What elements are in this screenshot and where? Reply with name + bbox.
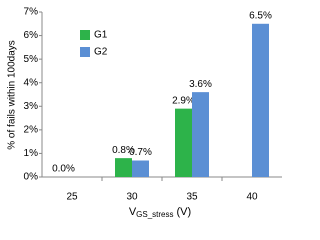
- x-axis-title-sub: GS_stress: [136, 210, 173, 219]
- y-tick-label: 0%: [24, 172, 39, 183]
- bar: [115, 158, 132, 177]
- y-tick-label: 6%: [24, 30, 39, 41]
- chart: % of fails within 100days VGS_stress (V) …: [7, 7, 282, 219]
- x-tick-label: 25: [66, 192, 78, 203]
- value-label: 0.7%: [129, 147, 152, 158]
- bar: [175, 108, 192, 177]
- bar: [132, 160, 149, 177]
- bar: [252, 23, 269, 177]
- value-label: 6.5%: [249, 10, 272, 21]
- x-tick-label: 30: [126, 192, 138, 203]
- legend-label: G2: [94, 47, 108, 58]
- bar: [192, 92, 209, 177]
- legend-swatch: [80, 47, 90, 57]
- y-tick-label: 4%: [24, 77, 39, 88]
- y-tick-label: 7%: [24, 7, 39, 18]
- legend-swatch: [80, 30, 90, 40]
- value-label: 2.9%: [172, 95, 195, 106]
- value-label: 3.6%: [189, 79, 212, 90]
- value-label: 0.0%: [52, 164, 75, 175]
- x-tick-label: 35: [186, 192, 198, 203]
- y-tick-label: 3%: [24, 101, 39, 112]
- x-axis-title-main: V: [129, 206, 137, 218]
- x-axis-title: VGS_stress (V): [129, 206, 191, 219]
- y-tick-label: 1%: [24, 148, 39, 159]
- x-tick-label: 40: [246, 192, 258, 203]
- y-tick-label: 5%: [24, 54, 39, 65]
- y-tick-label: 2%: [24, 124, 39, 135]
- x-axis-title-unit: (V): [177, 206, 192, 218]
- y-axis-title: % of fails within 100days: [7, 40, 18, 150]
- legend-label: G1: [94, 30, 108, 41]
- value-label: 0.8%: [112, 145, 135, 156]
